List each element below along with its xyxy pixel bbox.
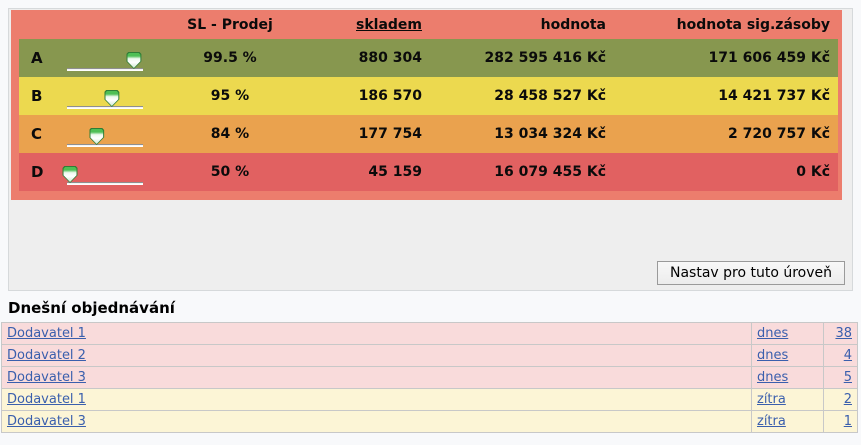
slider-track[interactable]	[67, 128, 143, 147]
priority-slider	[63, 115, 175, 153]
supplier-link[interactable]: Dodavatel 3	[7, 414, 86, 429]
day-link[interactable]: dnes	[757, 348, 789, 363]
supplier-link[interactable]: Dodavatel 2	[7, 348, 86, 363]
slider-track[interactable]	[67, 52, 143, 71]
abc-row-c: C 84 % 177 754 13 034 324 Kč 2 720 757 K…	[19, 115, 838, 153]
signal-stock-value: 0 Kč	[796, 164, 830, 180]
day-cell: dnes	[751, 366, 824, 389]
day-link[interactable]: dnes	[757, 326, 789, 341]
service-level-value: 99.5 %	[203, 50, 257, 66]
slider-thumb[interactable]	[126, 52, 142, 69]
count-cell: 1	[823, 410, 858, 433]
abc-header-sl-prodej: SL - Prodej	[187, 16, 273, 33]
slider-thumb[interactable]	[104, 90, 120, 107]
orders-heading: Dnešní objednávání	[8, 299, 175, 317]
priority-slider	[62, 153, 175, 191]
abc-table: SL - Prodej skladem hodnota hodnota sig.…	[11, 10, 842, 200]
abc-row-b: B 95 % 186 570 28 458 527 Kč 14 421 737 …	[19, 77, 838, 115]
day-link[interactable]: zítra	[757, 414, 786, 429]
count-link[interactable]: 2	[843, 392, 852, 407]
order-row: Dodavatel 1 zítra 2	[1, 388, 858, 411]
stock-count-value: 880 304	[358, 50, 422, 66]
order-row: Dodavatel 3 zítra 1	[1, 410, 858, 433]
skladem-sort-link[interactable]: skladem	[356, 16, 422, 33]
day-cell: zítra	[751, 410, 824, 433]
set-level-button[interactable]: Nastav pro tuto úroveň	[657, 261, 845, 285]
count-link[interactable]: 1	[843, 414, 852, 429]
priority-slider	[63, 39, 175, 77]
abc-analysis-panel: SL - Prodej skladem hodnota hodnota sig.…	[8, 8, 853, 291]
slider-thumb[interactable]	[62, 166, 78, 183]
row-letter: A	[31, 49, 43, 67]
signal-stock-value: 171 606 459 Kč	[708, 50, 830, 66]
priority-slider	[63, 77, 175, 115]
supplier-cell: Dodavatel 3	[1, 366, 752, 389]
day-link[interactable]: dnes	[757, 370, 789, 385]
service-level-value: 95 %	[210, 88, 250, 104]
stock-value: 16 079 455 Kč	[494, 164, 606, 180]
abc-header-letter-spacer	[19, 10, 63, 39]
count-cell: 2	[823, 388, 858, 411]
slider-thumb[interactable]	[89, 128, 105, 145]
stock-value: 28 458 527 Kč	[494, 88, 606, 104]
order-row: Dodavatel 1 dnes 38	[1, 322, 858, 345]
count-link[interactable]: 38	[835, 326, 852, 341]
abc-header-skladem: skladem	[285, 10, 430, 39]
slider-track[interactable]	[67, 90, 143, 109]
count-cell: 5	[823, 366, 858, 389]
supplier-link[interactable]: Dodavatel 3	[7, 370, 86, 385]
supplier-cell: Dodavatel 2	[1, 344, 752, 367]
signal-stock-value: 2 720 757 Kč	[728, 126, 830, 142]
abc-row-a: A 99.5 % 880 304 282 595 416 Kč 171 606 …	[19, 39, 838, 77]
day-cell: zítra	[751, 388, 824, 411]
order-row: Dodavatel 2 dnes 4	[1, 344, 858, 367]
day-link[interactable]: zítra	[757, 392, 786, 407]
stock-count-value: 186 570	[358, 88, 422, 104]
supplier-link[interactable]: Dodavatel 1	[7, 392, 86, 407]
abc-row-d: D 50 % 45 159 16 079 455 Kč 0 Kč	[19, 153, 838, 191]
stock-value: 13 034 324 Kč	[494, 126, 606, 142]
abc-header-slider-spacer	[63, 10, 175, 39]
stock-value: 282 595 416 Kč	[484, 50, 606, 66]
supplier-link[interactable]: Dodavatel 1	[7, 326, 86, 341]
count-cell: 4	[823, 344, 858, 367]
abc-header-hodnota: hodnota	[540, 16, 606, 33]
count-link[interactable]: 5	[843, 370, 852, 385]
day-cell: dnes	[751, 344, 824, 367]
day-cell: dnes	[751, 322, 824, 345]
service-level-value: 84 %	[210, 126, 250, 142]
row-letter: C	[31, 125, 43, 143]
stock-count-value: 45 159	[368, 164, 422, 180]
supplier-cell: Dodavatel 3	[1, 410, 752, 433]
stock-count-value: 177 754	[358, 126, 422, 142]
orders-table: Dodavatel 1 dnes 38 Dodavatel 2 dnes 4 D…	[1, 322, 858, 433]
signal-stock-value: 14 421 737 Kč	[718, 88, 830, 104]
row-letter: B	[31, 87, 43, 105]
supplier-cell: Dodavatel 1	[1, 322, 752, 345]
row-letter: D	[31, 163, 44, 181]
count-link[interactable]: 4	[843, 348, 852, 363]
count-cell: 38	[823, 322, 858, 345]
order-row: Dodavatel 3 dnes 5	[1, 366, 858, 389]
abc-header-hodnota-sig-zasoby: hodnota sig.zásoby	[676, 16, 830, 33]
supplier-cell: Dodavatel 1	[1, 388, 752, 411]
service-level-value: 50 %	[210, 164, 250, 180]
abc-header-row: SL - Prodej skladem hodnota hodnota sig.…	[19, 10, 838, 39]
slider-track[interactable]	[62, 166, 143, 185]
